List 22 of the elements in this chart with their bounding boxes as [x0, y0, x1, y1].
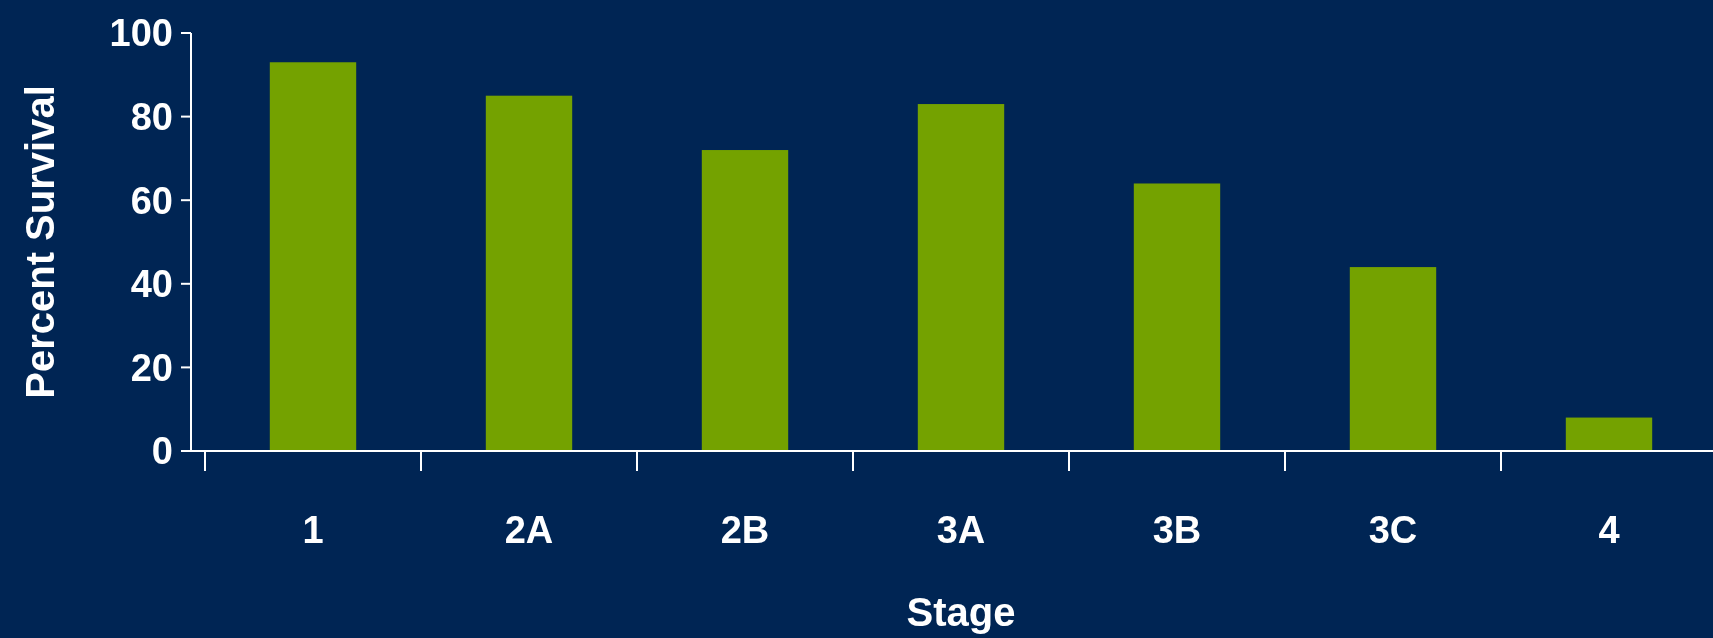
y-tick-label: 60	[130, 179, 173, 222]
x-tick-label: 3B	[1152, 509, 1202, 552]
x-axis-title: Stage	[906, 590, 1016, 634]
y-tick-label: 80	[130, 95, 173, 138]
x-tick-label: 3C	[1368, 509, 1418, 552]
y-tick-label: 100	[109, 12, 173, 55]
bar	[1349, 267, 1437, 451]
y-tick-label: 20	[130, 346, 173, 389]
x-tick-label: 2B	[720, 509, 770, 552]
x-tick-label: 3A	[936, 509, 986, 552]
y-axis-title: Percent Survival	[18, 85, 62, 399]
x-tick-label: 4	[1598, 509, 1620, 552]
bar	[701, 150, 789, 451]
x-tick-label: 2A	[504, 509, 554, 552]
bar	[917, 104, 1005, 451]
x-tick-label: 1	[302, 509, 324, 552]
y-tick-label: 0	[151, 430, 173, 473]
bar	[269, 62, 357, 451]
bar	[1133, 183, 1221, 451]
bar	[1565, 417, 1653, 451]
bar	[485, 95, 573, 451]
y-tick-label: 40	[130, 263, 173, 306]
